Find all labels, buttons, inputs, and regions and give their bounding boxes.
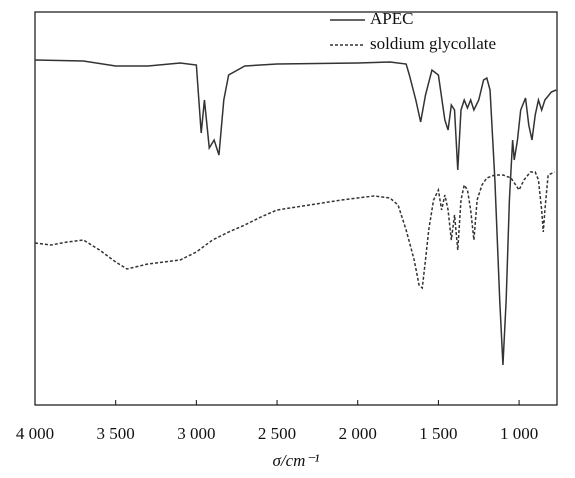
series-line <box>34 59 557 366</box>
x-tick-label: 1 000 <box>500 424 538 443</box>
plot-frame <box>34 11 558 406</box>
x-tick-label: 2 000 <box>339 424 377 443</box>
series-line <box>34 171 555 290</box>
x-tick-label: 2 500 <box>258 424 296 443</box>
x-tick-label: 3 000 <box>177 424 215 443</box>
legend-label: soldium glycollate <box>370 34 496 53</box>
x-tick-label: 4 000 <box>16 424 54 443</box>
legend-label: APEC <box>370 9 413 28</box>
x-tick-label: 1 500 <box>419 424 457 443</box>
x-axis-label: σ/cm⁻¹ <box>273 451 320 470</box>
x-tick-label: 3 500 <box>97 424 135 443</box>
